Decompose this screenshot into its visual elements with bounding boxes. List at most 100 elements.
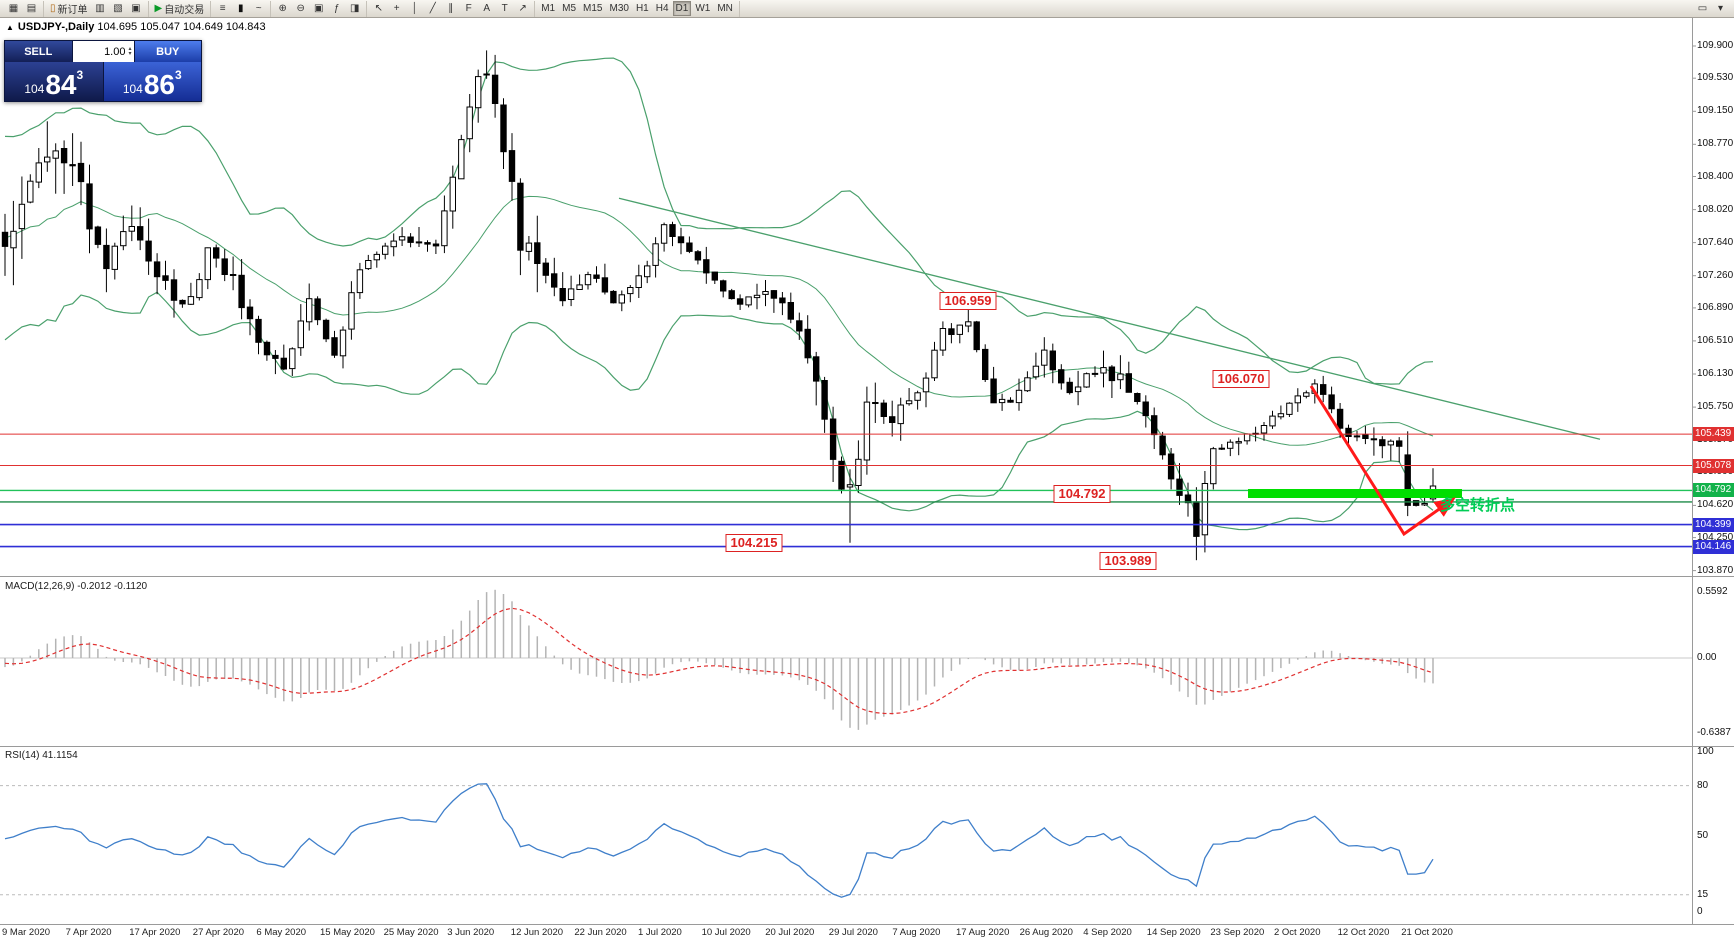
toolbar-group-window: ▭ ▾: [1691, 1, 1732, 17]
label-tool-glyph: T: [501, 2, 508, 14]
navigator-glyph: ▧: [113, 2, 123, 14]
reversal-arrow[interactable]: [1309, 385, 1456, 537]
price-tick: 104.620: [1697, 499, 1734, 511]
candlestick-icon-button[interactable]: ▮: [232, 1, 249, 16]
arrange-windows-button[interactable]: ▭: [1694, 1, 1711, 16]
channel-tool-button[interactable]: ∥: [442, 1, 459, 16]
timeframe-m15-button-label: M15: [583, 3, 603, 14]
arrow-tool-glyph: ↗: [518, 2, 527, 14]
tile-windows-button[interactable]: ▣: [310, 1, 327, 16]
support-highlight-bar[interactable]: [1248, 489, 1462, 498]
trendline-tool-button[interactable]: ╱: [424, 1, 441, 16]
new-order-button[interactable]: ▯ 新订单: [47, 1, 91, 17]
panel-collapse-icon[interactable]: ▲: [6, 23, 14, 32]
bid-price[interactable]: 104 84 3: [5, 62, 104, 101]
indicators-glyph: ƒ: [333, 2, 340, 14]
toolbar-menu-button[interactable]: ▾: [1712, 1, 1729, 16]
price-tick: 106.130: [1697, 367, 1734, 379]
line-chart-icon-button[interactable]: ~: [250, 1, 267, 16]
vertical-line-tool-button[interactable]: │: [406, 1, 423, 16]
date-label: 2 Oct 2020: [1274, 927, 1321, 938]
new-chart-glyph: ▦: [8, 2, 19, 14]
timeframe-h4-button[interactable]: H4: [653, 1, 672, 16]
macd-panel: [0, 589, 1692, 730]
timeframe-m5-button[interactable]: M5: [559, 1, 579, 16]
profiles-button[interactable]: ▤: [23, 1, 40, 16]
rsi-scale-value: 15: [1697, 888, 1709, 900]
volume-up-icon[interactable]: ▴: [128, 45, 132, 52]
price-annotation-label[interactable]: 106.959: [939, 292, 997, 310]
price-annotation-label[interactable]: 106.070: [1212, 370, 1270, 388]
crosshair-tool-button[interactable]: +: [388, 1, 405, 16]
terminal-button[interactable]: ▣: [128, 1, 145, 16]
date-label: 7 Apr 2020: [65, 927, 112, 938]
auto-trading-button[interactable]: ▶ 自动交易: [152, 1, 208, 17]
timeframe-w1-button-label: W1: [695, 3, 711, 14]
one-click-trading-panel: SELL 1.00 ▴ ▾ BUY 104 84 3 104 86 3: [4, 40, 202, 102]
timeframe-m30-button[interactable]: M30: [606, 1, 631, 16]
ask-price[interactable]: 104 86 3: [103, 62, 201, 101]
bar-chart-icon-button[interactable]: ≡: [214, 1, 231, 16]
objects-list-button[interactable]: ◨: [346, 1, 363, 16]
terminal-glyph: ▣: [131, 2, 141, 14]
price-tick: 108.770: [1697, 138, 1734, 150]
new-order-glyph: ▯: [50, 2, 56, 14]
rsi-scale-value: 0: [1697, 906, 1703, 917]
price-tick: 105.750: [1697, 401, 1734, 413]
price-tag: 105.078: [1693, 458, 1734, 473]
timeframe-mn-button[interactable]: MN: [714, 1, 736, 16]
price-annotation-label[interactable]: 103.989: [1099, 552, 1157, 570]
cursor-tool-button[interactable]: ↖: [370, 1, 387, 16]
price-tick: 109.530: [1697, 72, 1734, 84]
zoom-in-button[interactable]: ⊕: [274, 1, 291, 16]
reversal-note-text[interactable]: 多空转折点: [1440, 497, 1516, 514]
price-tick: 104.250: [1697, 531, 1734, 543]
timeframe-mn-button-label: MN: [717, 3, 733, 14]
date-label: 20 Jul 2020: [765, 927, 815, 938]
cursor-tool-glyph: ↖: [374, 2, 383, 14]
timeframe-m5-button-label: M5: [562, 3, 577, 14]
volume-field[interactable]: 1.00 ▴ ▾: [72, 41, 135, 62]
trendline-tool-glyph: ╱: [429, 2, 436, 14]
timeframe-m1-button[interactable]: M1: [538, 1, 558, 16]
date-label: 10 Jul 2020: [701, 927, 751, 938]
text-tool-button[interactable]: A: [478, 1, 495, 16]
label-tool-button[interactable]: T: [496, 1, 513, 16]
timeframe-w1-button[interactable]: W1: [692, 1, 713, 16]
objects-list-glyph: ◨: [349, 2, 360, 14]
market-watch-button[interactable]: ▥: [92, 1, 109, 16]
volume-down-icon[interactable]: ▾: [128, 50, 132, 57]
market-watch-glyph: ▥: [95, 2, 105, 14]
price-tick: 108.020: [1697, 203, 1734, 215]
descending-trendline[interactable]: [618, 197, 1601, 440]
price-annotation-label[interactable]: 104.792: [1053, 485, 1111, 503]
zoom-out-button[interactable]: ⊖: [292, 1, 309, 16]
date-label: 9 Mar 2020: [2, 927, 51, 938]
timeframe-h1-button[interactable]: H1: [633, 1, 652, 16]
buy-button[interactable]: BUY: [134, 41, 201, 62]
channel-tool-glyph: ∥: [448, 2, 454, 14]
new-chart-button[interactable]: ▦: [5, 1, 22, 16]
sell-button[interactable]: SELL: [5, 41, 73, 62]
arrow-tool-button[interactable]: ↗: [514, 1, 531, 16]
rsi-panel: [0, 783, 1692, 898]
date-label: 22 Jun 2020: [574, 927, 627, 938]
price-tag: 104.399: [1693, 517, 1734, 532]
date-label: 4 Sep 2020: [1083, 927, 1132, 938]
profiles-glyph: ▤: [26, 2, 37, 14]
timeframe-m15-button[interactable]: M15: [580, 1, 605, 16]
fibonacci-tool-button[interactable]: F: [460, 1, 477, 16]
price-annotation-label[interactable]: 104.215: [725, 534, 783, 552]
bar-chart-icon-glyph: ≡: [219, 2, 226, 14]
timeframe-d1-button[interactable]: D1: [672, 1, 692, 16]
date-label: 12 Jun 2020: [510, 927, 564, 938]
navigator-button[interactable]: ▧: [110, 1, 127, 16]
panel-frame: [0, 18, 1734, 925]
indicators-button[interactable]: ƒ: [328, 1, 345, 16]
price-tick: 108.400: [1697, 170, 1734, 182]
bid-big-digits: 84: [45, 69, 77, 100]
price-tick: 103.870: [1697, 564, 1734, 576]
date-label: 3 Jun 2020: [447, 927, 495, 938]
